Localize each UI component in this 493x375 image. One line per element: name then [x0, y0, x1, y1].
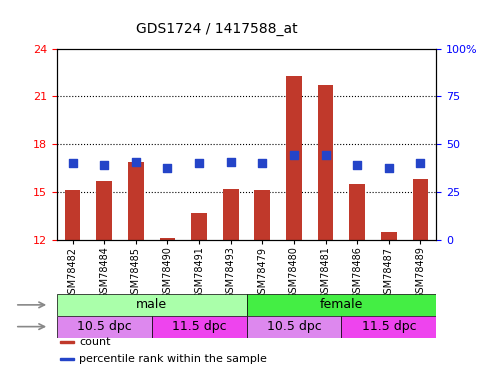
Text: GDS1724 / 1417588_at: GDS1724 / 1417588_at [136, 22, 298, 36]
Bar [223, 189, 239, 240]
Point [69, 160, 76, 166]
Text: male: male [136, 298, 167, 311]
Bar [57, 316, 152, 338]
Bar [65, 190, 80, 240]
Text: count: count [79, 337, 111, 347]
Point [385, 165, 393, 171]
Point [290, 152, 298, 158]
Text: 11.5 dpc: 11.5 dpc [172, 320, 226, 333]
Point [321, 152, 329, 158]
Text: female: female [320, 298, 363, 311]
Bar [317, 86, 333, 240]
Bar [96, 181, 112, 240]
Bar [61, 341, 74, 343]
Text: 11.5 dpc: 11.5 dpc [361, 320, 416, 333]
Text: 10.5 dpc: 10.5 dpc [267, 320, 321, 333]
Point [100, 162, 108, 168]
Bar [191, 213, 207, 240]
Text: percentile rank within the sample: percentile rank within the sample [79, 354, 267, 364]
Point [164, 165, 172, 171]
Point [132, 159, 140, 165]
Point [417, 160, 424, 166]
Point [258, 160, 266, 166]
Bar [246, 294, 436, 316]
Bar [254, 190, 270, 240]
Bar [341, 316, 436, 338]
Bar [246, 316, 341, 338]
Bar [286, 76, 302, 240]
Bar [381, 232, 397, 240]
Point [195, 160, 203, 166]
Bar [350, 184, 365, 240]
Bar [57, 294, 246, 316]
Text: 10.5 dpc: 10.5 dpc [77, 320, 132, 333]
Bar [160, 238, 176, 240]
Point [353, 162, 361, 168]
Point [227, 159, 235, 165]
Bar [128, 162, 143, 240]
Bar [413, 179, 428, 240]
Bar [152, 316, 246, 338]
Bar [61, 358, 74, 360]
